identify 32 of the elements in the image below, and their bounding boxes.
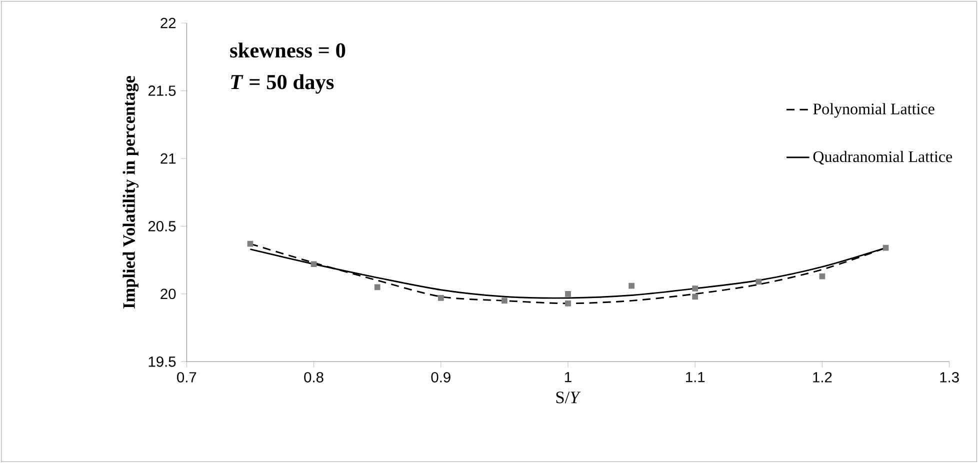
x-tick-label: 0.7 xyxy=(177,372,196,382)
point xyxy=(692,294,698,300)
point xyxy=(247,240,254,247)
point xyxy=(374,284,380,290)
x-axis-title: S/Y xyxy=(556,392,581,404)
annotation: skewness = 0 xyxy=(230,42,346,58)
x-tick-label: 1.2 xyxy=(813,372,832,382)
x-tick-label: 0.9 xyxy=(431,372,450,382)
annotation: T = 50 days xyxy=(231,74,334,94)
point xyxy=(692,286,698,292)
point xyxy=(310,261,317,268)
point xyxy=(628,282,634,289)
y-tick-label: 20 xyxy=(160,288,176,300)
point xyxy=(438,295,444,301)
x-tick-label: 1.1 xyxy=(686,372,705,382)
y-tick-label: 22 xyxy=(160,18,176,28)
legend-label: Quadranomial Lattice xyxy=(813,150,952,165)
y-tick-label: 21.5 xyxy=(148,86,176,96)
point xyxy=(565,290,571,297)
x-tick-label: 1 xyxy=(565,372,572,382)
x-tick-label: 0.8 xyxy=(304,372,324,382)
y-tick-label: 19.5 xyxy=(148,356,176,367)
point xyxy=(756,278,762,285)
point xyxy=(819,273,826,280)
point xyxy=(565,300,571,306)
x-tick-label: 1.3 xyxy=(940,372,959,382)
point xyxy=(502,298,508,304)
point xyxy=(882,244,889,251)
y-tick-label: 21 xyxy=(160,153,176,164)
legend-label: Polynomial Lattice xyxy=(813,103,934,118)
y-tick-label: 20.5 xyxy=(148,221,176,232)
y-axis-title: Implied Volatility in percentage xyxy=(122,76,139,308)
